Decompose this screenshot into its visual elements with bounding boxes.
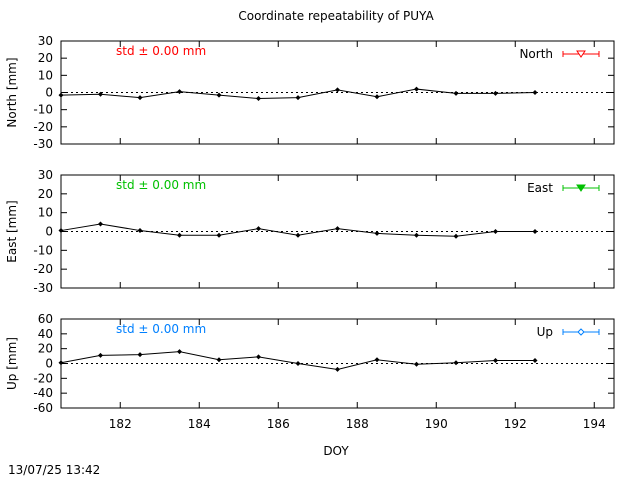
timestamp: 13/07/25 13:42 <box>8 463 100 477</box>
data-point <box>137 352 143 358</box>
data-point <box>137 228 143 234</box>
data-point <box>335 87 340 93</box>
data-point <box>256 226 261 232</box>
data-point <box>335 366 340 372</box>
y-tick-label: -30 <box>33 281 53 295</box>
data-point <box>374 357 380 363</box>
y-tick-label: -20 <box>33 371 53 385</box>
data-point <box>493 90 498 96</box>
y-tick-label: 40 <box>38 327 53 341</box>
data-point <box>58 228 64 234</box>
data-point <box>58 360 64 366</box>
legend-label: North <box>519 47 553 61</box>
data-point <box>532 358 538 364</box>
data-point <box>216 92 222 98</box>
data-point <box>414 86 419 92</box>
data-point <box>453 90 459 96</box>
data-point <box>532 229 538 234</box>
y-axis-label: East [mm] <box>5 200 19 262</box>
y-tick-label: -40 <box>33 386 53 400</box>
y-tick-label: 0 <box>45 357 53 371</box>
legend-marker-icon <box>576 50 586 58</box>
y-tick-label: 30 <box>38 168 53 182</box>
x-tick-label: 188 <box>346 417 369 431</box>
legend-marker-icon <box>576 184 586 192</box>
y-tick-label: -10 <box>33 103 53 117</box>
y-tick-label: -20 <box>33 262 53 276</box>
data-point <box>98 352 103 358</box>
y-tick-label: -20 <box>33 120 53 134</box>
y-tick-label: -10 <box>33 243 53 257</box>
data-point <box>414 232 419 238</box>
y-axis-label: North [mm] <box>5 57 19 127</box>
data-point <box>177 89 182 95</box>
data-point <box>453 233 459 239</box>
data-point <box>137 95 143 101</box>
y-tick-label: -60 <box>33 401 53 415</box>
data-point <box>295 232 301 238</box>
figure-title: Coordinate repeatability of PUYA <box>238 9 434 23</box>
panel-east: 30 20 10 0 -10 -20 -30 East [mm] std ± 0.00 mm Ea… <box>5 168 615 295</box>
data-point <box>414 361 419 367</box>
y-tick-label: 0 <box>45 225 53 239</box>
x-axis-label: DOY <box>323 444 349 458</box>
x-tick-label: 190 <box>425 417 448 431</box>
data-point <box>295 361 301 366</box>
y-tick-label: 10 <box>38 206 53 220</box>
y-tick-label: 0 <box>45 86 53 100</box>
legend-label: East <box>527 181 553 195</box>
data-point <box>335 226 340 232</box>
data-point <box>374 94 380 100</box>
x-tick-label: 192 <box>504 417 527 431</box>
panel-north: 30 20 10 0 -10 -20 -30 North [mm] std ± 0.00 mm N… <box>5 34 615 151</box>
y-tick-label: 20 <box>38 51 53 65</box>
data-point <box>493 229 498 234</box>
x-tick-label: 186 <box>267 417 290 431</box>
data-point <box>177 349 182 355</box>
std-label: std ± 0.00 mm <box>116 178 206 192</box>
data-point <box>532 90 538 95</box>
x-tick-label: 182 <box>109 417 132 431</box>
data-point <box>453 360 459 366</box>
x-tick-label: 194 <box>583 417 606 431</box>
data-point <box>493 358 498 364</box>
legend-marker-icon <box>577 328 585 336</box>
data-point <box>98 221 103 227</box>
std-label: std ± 0.00 mm <box>116 322 206 336</box>
data-point <box>256 96 261 102</box>
y-axis-label: Up [mm] <box>5 337 19 390</box>
legend-label: Up <box>537 325 553 339</box>
data-point <box>256 354 261 360</box>
y-tick-label: -30 <box>33 137 53 151</box>
data-point <box>98 91 103 97</box>
series-line <box>60 351 535 370</box>
y-tick-label: 60 <box>38 312 53 326</box>
data-point <box>177 232 182 238</box>
data-point <box>216 357 222 363</box>
data-point <box>216 232 222 238</box>
data-point <box>295 95 301 101</box>
y-tick-label: 20 <box>38 342 53 356</box>
data-point <box>374 230 380 236</box>
y-tick-label: 10 <box>38 68 53 82</box>
chart-panels: 30 20 10 0 -10 -20 -30 North [mm] std ± 0.00 mm N… <box>5 34 615 431</box>
std-label: std ± 0.00 mm <box>116 44 206 58</box>
data-point <box>58 92 64 98</box>
y-tick-label: 20 <box>38 187 53 201</box>
y-tick-label: 30 <box>38 34 53 48</box>
x-tick-label: 184 <box>188 417 211 431</box>
